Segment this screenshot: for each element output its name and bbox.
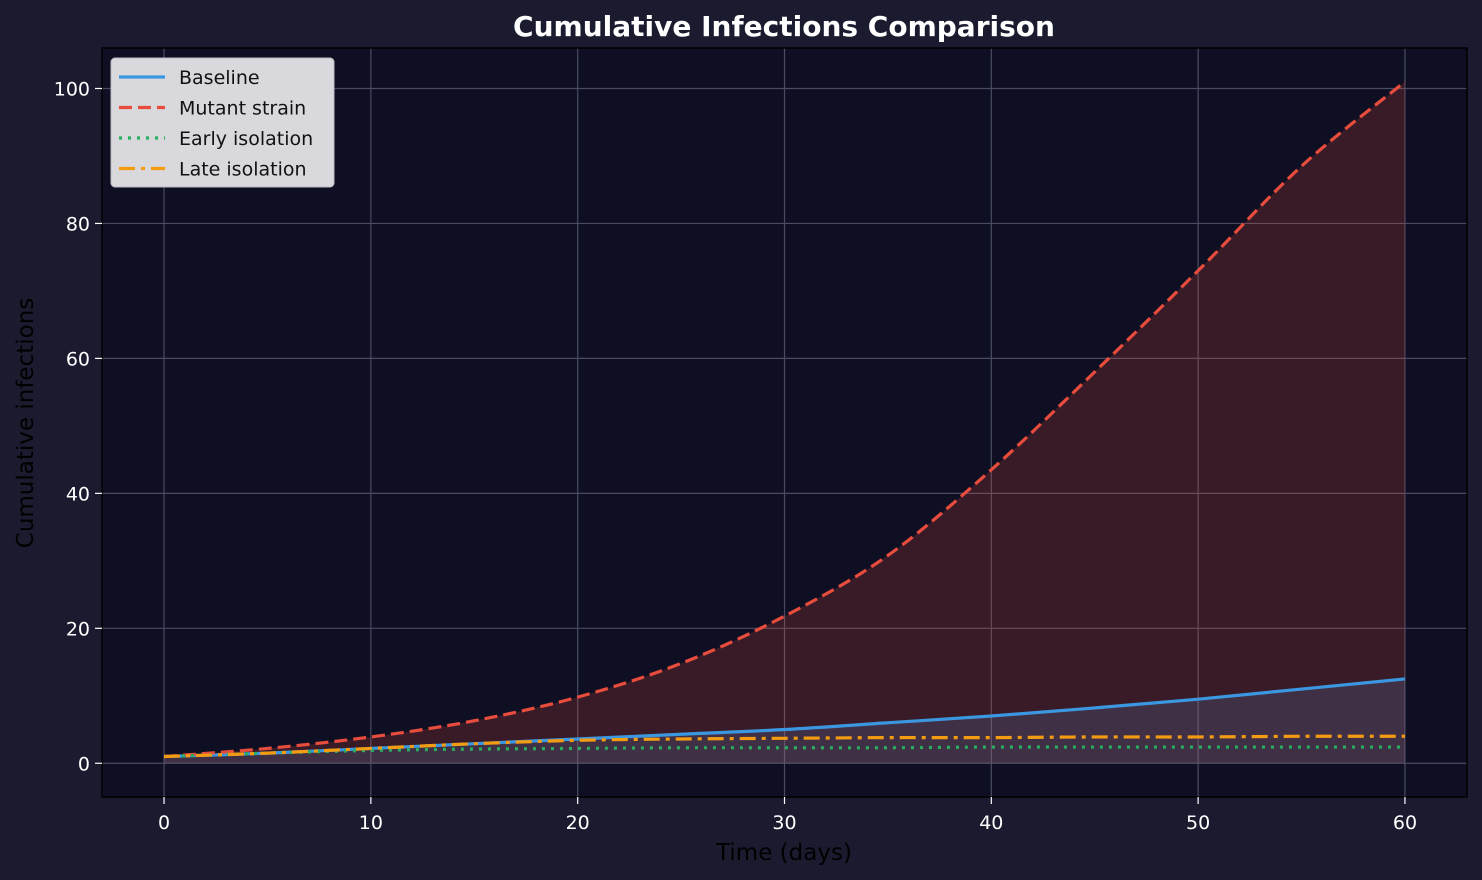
series-lines: [163, 80, 1406, 759]
series-area-fill: [164, 81, 1405, 764]
x-tick-label: 30: [772, 812, 796, 834]
y-axis-label: Cumulative infections: [13, 298, 39, 548]
y-tick-label: 60: [66, 348, 90, 370]
y-tick-label: 100: [54, 78, 90, 100]
axis-ticks: 0 10 20 30 40 50 60 0 20 40 60 80 100: [54, 78, 1417, 834]
y-tick-label: 40: [66, 483, 90, 505]
area-fills: [164, 81, 1405, 764]
series-line: [163, 80, 1406, 759]
x-tick-label: 40: [979, 812, 1003, 834]
series-line: [163, 734, 1405, 759]
y-tick-label: 20: [66, 618, 90, 640]
y-tick-label: 0: [78, 753, 90, 775]
x-axis-label: Time (days): [715, 840, 852, 866]
y-tick-label: 80: [66, 213, 90, 235]
x-tick-label: 0: [158, 812, 170, 834]
x-tick-label: 60: [1393, 812, 1417, 834]
legend-label: Late isolation: [179, 159, 307, 181]
series-area-fill: [164, 678, 1405, 764]
legend-label: Baseline: [179, 67, 260, 89]
legend: Baseline Mutant strain Early isolation Late…: [110, 57, 335, 188]
x-tick-label: 20: [566, 812, 590, 834]
x-tick-label: 50: [1186, 812, 1210, 834]
x-tick-label: 10: [359, 812, 383, 834]
legend-label: Early isolation: [179, 128, 313, 150]
legend-label: Mutant strain: [179, 98, 306, 120]
chart-title: Cumulative Infections Comparison: [513, 10, 1055, 43]
legend-box: [110, 57, 335, 188]
